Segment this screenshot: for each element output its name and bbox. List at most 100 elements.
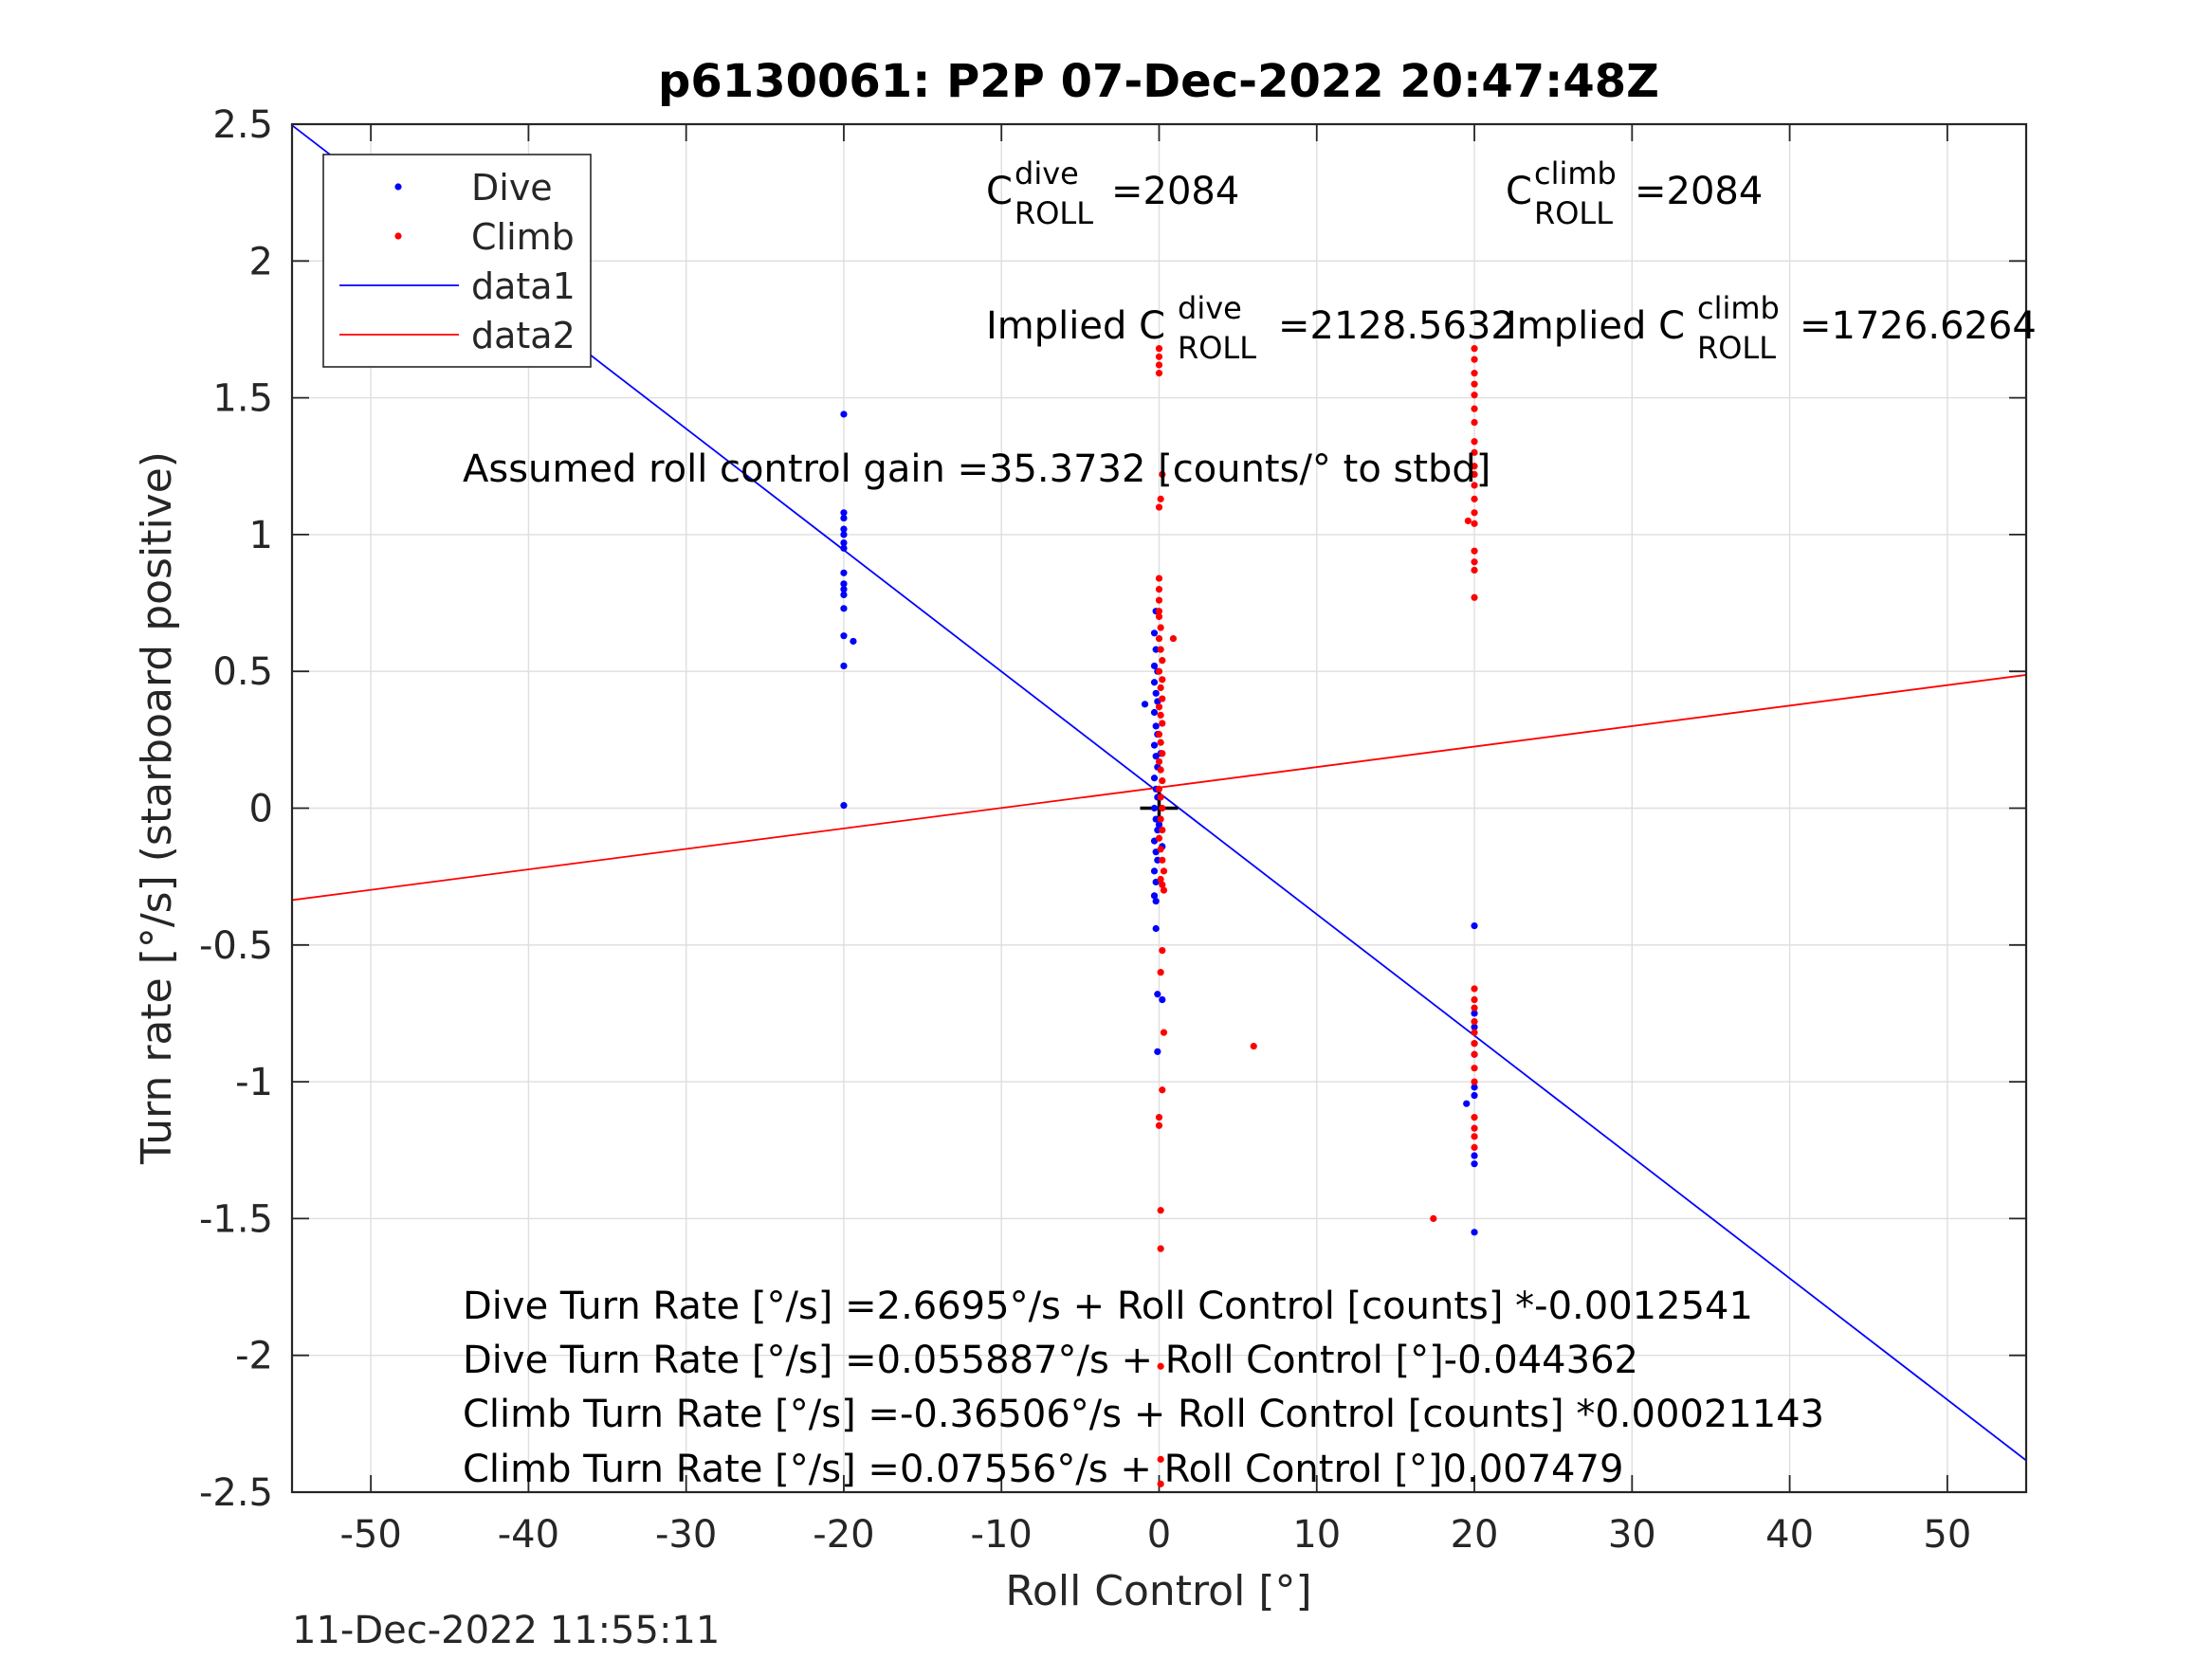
climb-point <box>1157 711 1164 719</box>
climb-point <box>1159 1086 1166 1094</box>
legend-dive-label: Dive <box>471 167 553 209</box>
dive-point <box>840 514 848 522</box>
climb-point <box>1155 608 1163 615</box>
dive-point <box>1159 995 1166 1004</box>
equation-climb-counts: Climb Turn Rate [°/s] =-0.36506°/s + Rol… <box>463 1393 1824 1436</box>
dive-point <box>840 586 848 593</box>
climb-point <box>1159 720 1166 727</box>
dive-point <box>1150 775 1159 782</box>
climb-point <box>1157 1455 1164 1463</box>
implied-dive-annotation: Implied C dive ROLL =2128.5632 <box>986 290 1515 366</box>
legend-climb-marker <box>394 232 402 240</box>
climb-point <box>1157 1207 1164 1214</box>
climb-point <box>1471 470 1478 479</box>
dive-point <box>1154 1048 1161 1055</box>
dive-point <box>840 802 848 810</box>
annotations: C dive ROLL =2084 C climb ROLL =2084 Imp… <box>463 155 2037 1491</box>
climb-point <box>1157 624 1164 631</box>
dive-point <box>840 569 848 576</box>
climb-point <box>1159 946 1166 955</box>
climb-point <box>1157 815 1164 823</box>
climb-point <box>1155 730 1163 738</box>
climb-point <box>1155 1121 1163 1129</box>
climb-point <box>1471 995 1478 1004</box>
dive-point <box>1471 921 1478 930</box>
climb-point <box>1155 370 1163 377</box>
gain-annotation: Assumed roll control gain =35.3732 [coun… <box>463 447 1490 491</box>
dive-point <box>1471 1160 1478 1168</box>
climb-point <box>1159 881 1166 888</box>
climb-point <box>1430 1214 1437 1222</box>
climb-point <box>1471 1050 1478 1058</box>
x-tick-label: -10 <box>971 1513 1033 1557</box>
climb-point <box>1155 785 1163 793</box>
y-tick-label: -2 <box>235 1335 273 1378</box>
dive-point <box>1471 1152 1478 1159</box>
climb-point <box>1250 1042 1257 1050</box>
climb-point <box>1471 509 1478 517</box>
x-axis-label: Roll Control [°] <box>1005 1567 1311 1615</box>
dive-point <box>1155 821 1163 829</box>
implied-climb-value: =1726.6264 <box>1800 304 2037 348</box>
dive-point <box>840 605 848 612</box>
climb-point <box>1159 676 1166 684</box>
climb-point <box>1159 695 1166 702</box>
implied-climb-sup: climb <box>1697 290 1780 326</box>
climb-point <box>1464 517 1472 525</box>
c-dive-sub: ROLL <box>1015 195 1093 231</box>
climb-point <box>1155 596 1163 604</box>
climb-point <box>1155 574 1163 582</box>
equation-climb-degrees: Climb Turn Rate [°/s] =0.07556°/s + Roll… <box>463 1448 1623 1491</box>
y-ticks: -2.5 -2 -1.5 -1 -0.5 0 0.5 1 1.5 2 2.5 <box>199 103 2026 1515</box>
climb-point <box>1157 793 1164 801</box>
y-tick-label: 0 <box>249 788 273 831</box>
dive-point <box>1150 741 1159 749</box>
climb-point <box>1471 356 1478 363</box>
dive-point <box>840 538 848 547</box>
dive-point <box>840 410 848 418</box>
series-climb <box>1155 345 1478 1487</box>
y-axis-label: Turn rate [°/s] (starboard positive) <box>133 451 181 1165</box>
climb-point <box>1155 757 1163 766</box>
climb-point <box>1471 1018 1478 1026</box>
dive-point <box>1154 991 1161 998</box>
climb-point <box>1471 1133 1478 1140</box>
climb-point <box>1160 867 1168 875</box>
climb-point <box>1471 1029 1478 1036</box>
x-tick-label: 30 <box>1608 1513 1656 1557</box>
climb-point <box>1155 361 1163 369</box>
climb-point <box>1159 777 1166 785</box>
climb-point <box>1155 503 1163 511</box>
climb-point <box>1157 1480 1164 1487</box>
y-tick-label: 0.5 <box>212 650 273 694</box>
climb-point <box>1169 634 1178 643</box>
y-tick-label: 2 <box>249 240 273 283</box>
climb-point <box>1157 495 1164 502</box>
climb-point <box>1157 738 1164 746</box>
implied-climb-prefix: Implied C <box>1506 304 1685 348</box>
climb-point <box>1471 438 1478 446</box>
climb-point <box>1471 520 1478 527</box>
climb-point <box>1155 703 1163 711</box>
dive-point <box>850 637 857 646</box>
x-ticks: -50 -40 -30 -20 -10 0 10 20 30 40 50 <box>339 124 1971 1557</box>
climb-point <box>1155 1114 1163 1121</box>
climb-point <box>1471 1143 1478 1151</box>
dive-point <box>1471 1229 1478 1236</box>
dive-point <box>1152 898 1160 905</box>
legend-climb-label: Climb <box>471 216 575 258</box>
c-climb-annotation: C climb ROLL =2084 <box>1506 155 1763 231</box>
climb-point <box>1155 834 1163 842</box>
dive-point <box>840 662 848 670</box>
climb-point <box>1155 667 1163 675</box>
legend-dive-marker <box>394 183 402 191</box>
dive-point <box>1152 924 1160 933</box>
dive-point <box>1463 1100 1471 1107</box>
axes-frame <box>290 122 2028 1494</box>
c-climb-base: C <box>1506 170 1532 213</box>
dive-point <box>1150 708 1159 717</box>
climb-point <box>1471 380 1478 388</box>
c-climb-value: =2084 <box>1635 170 1763 213</box>
c-climb-sub: ROLL <box>1534 195 1613 231</box>
x-tick-label: -50 <box>339 1513 401 1557</box>
